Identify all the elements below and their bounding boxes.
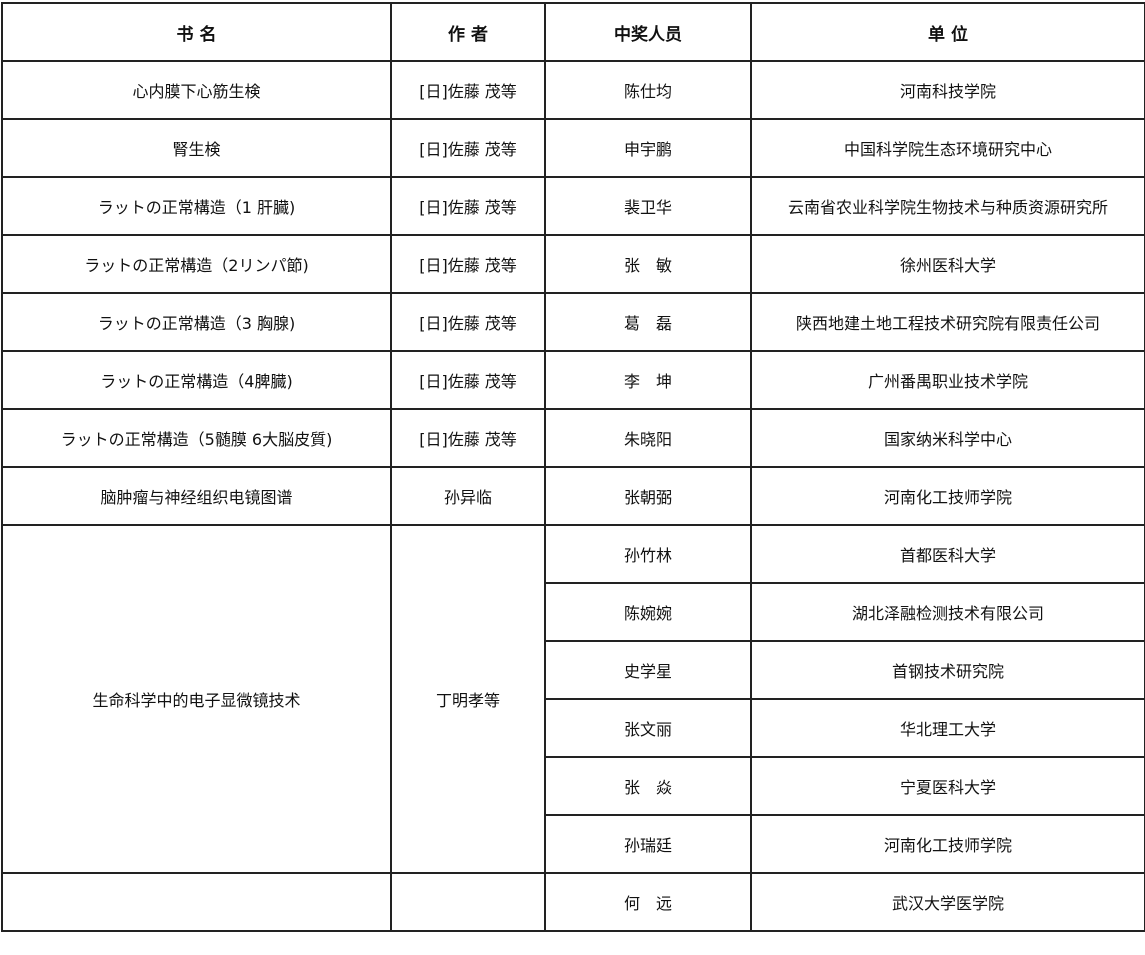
book-title: ラットの正常構造（4脾臓)	[1, 350, 392, 410]
winner-name: 张文丽	[544, 698, 752, 758]
table-row: ラットの正常構造（3 胸腺) [日]佐藤 茂等葛 磊陕西地建土地工程技术研究院有限…	[1, 292, 1145, 352]
header-book: 书 名	[1, 2, 392, 62]
table-row: 脑肿瘤与神经组织电镜图谱 孙异临 张朝弼 河南化工技师学院	[1, 466, 1145, 526]
winner-unit: 首钢技术研究院	[750, 640, 1145, 700]
winner-name: 陈仕均	[544, 60, 752, 120]
header-winner: 中奖人员	[544, 2, 752, 62]
table-row: 腎生検 [日]佐藤 茂等 申宇鹏 中国科学院生态环境研究中心	[1, 118, 1145, 178]
table-row: 张 焱宁夏医科大学	[2, 756, 1145, 816]
winner-unit: 河南科技学院	[750, 60, 1145, 120]
book-title: ラットの正常構造（3 胸腺)	[1, 292, 392, 352]
book-title: 腎生検	[1, 118, 392, 178]
winner-name: 陈婉婉	[544, 582, 752, 642]
winner-name: 葛 磊	[544, 292, 752, 352]
winner-name: 孙瑞廷	[544, 814, 752, 874]
header-unit: 单 位	[750, 2, 1145, 62]
winner-name: 李 坤	[544, 350, 752, 410]
winner-name: 何 远	[544, 872, 752, 932]
table-row: 心内膜下心筋生検 [日]佐藤 茂等 陈仕均 河南科技学院	[1, 60, 1145, 120]
book-title: ラットの正常構造（1 肝臓)	[1, 176, 392, 236]
table-row: 孙瑞廷 河南化工技师学院	[2, 814, 1145, 874]
author: [日]佐藤 茂等	[390, 408, 546, 468]
winner-unit: 陕西地建土地工程技术研究院有限责任公司	[750, 292, 1145, 352]
winner-name: 申宇鹏	[544, 118, 752, 178]
table-row: ラットの正常構造（1 肝臓) [日]佐藤 茂等 裴卫华 云南省农业科学院生物技术与种质…	[1, 176, 1145, 236]
author	[390, 872, 546, 932]
table-row: 史学星 首钢技术研究院	[2, 640, 1145, 700]
winner-unit: 徐州医科大学	[750, 234, 1145, 294]
winner-unit: 河南化工技师学院	[750, 814, 1145, 874]
winner-unit: 河南化工技师学院	[750, 466, 1145, 526]
winner-unit: 中国科学院生态环境研究中心	[750, 118, 1145, 178]
book-title: ラットの正常構造（5髄膜 6大脳皮質)	[1, 408, 392, 468]
winner-unit: 广州番禺职业技术学院	[750, 350, 1145, 410]
winner-name: 张 焱	[544, 756, 752, 816]
header-author: 作 者	[390, 2, 546, 62]
winner-unit: 首都医科大学	[750, 524, 1145, 584]
winner-name: 朱晓阳	[544, 408, 752, 468]
book-title	[1, 872, 392, 932]
winner-unit: 武汉大学医学院	[750, 872, 1145, 932]
book-title: 脑肿瘤与神经组织电镜图谱	[1, 466, 392, 526]
table-row: ラットの正常構造（5髄膜 6大脳皮質) [日]佐藤 茂等 朱晓阳 国家纳米科学中心	[1, 408, 1145, 468]
author: [日]佐藤 茂等	[390, 292, 546, 352]
winner-name: 孙竹林	[544, 524, 752, 584]
author: [日]佐藤 茂等	[390, 118, 546, 178]
winner-unit: 宁夏医科大学	[750, 756, 1145, 816]
winner-unit: 云南省农业科学院生物技术与种质资源研究所	[750, 176, 1145, 236]
award-table: 书 名 作 者 中奖人员 单 位 心内膜下心筋生検 [日]佐藤 茂等 陈仕均 河南科技…	[1, 2, 1145, 932]
author: 孙异临	[390, 466, 546, 526]
winner-unit: 华北理工大学	[750, 698, 1145, 758]
table-row: ラットの正常構造（4脾臓) [日]佐藤 茂等李 坤广州番禺职业技术学院	[1, 350, 1145, 410]
book-title: 生命科学中的电子显微镜技术	[1, 524, 392, 874]
header-row: 书 名 作 者 中奖人员 单 位	[1, 2, 1145, 62]
winner-name: 史学星	[544, 640, 752, 700]
winner-unit: 湖北泽融检测技术有限公司	[750, 582, 1145, 642]
author: [日]佐藤 茂等	[390, 234, 546, 294]
table-row: ラットの正常構造（2リンパ節) [日]佐藤 茂等张 敏徐州医科大学	[1, 234, 1145, 294]
winner-name: 裴卫华	[544, 176, 752, 236]
author: [日]佐藤 茂等	[390, 350, 546, 410]
table-row: 张文丽 华北理工大学	[2, 698, 1145, 758]
author: [日]佐藤 茂等	[390, 60, 546, 120]
author: 丁明孝等	[390, 524, 546, 874]
table-row: 何 远武汉大学医学院	[1, 872, 1145, 932]
winner-name: 张朝弼	[544, 466, 752, 526]
winner-unit: 国家纳米科学中心	[750, 408, 1145, 468]
winner-name: 张 敏	[544, 234, 752, 294]
table-row: 陈婉婉 湖北泽融检测技术有限公司	[2, 582, 1145, 642]
table-row: 生命科学中的电子显微镜技术 丁明孝等 孙竹林 首都医科大学	[1, 524, 1145, 874]
author: [日]佐藤 茂等	[390, 176, 546, 236]
book-title: 心内膜下心筋生検	[1, 60, 392, 120]
book-title: ラットの正常構造（2リンパ節)	[1, 234, 392, 294]
